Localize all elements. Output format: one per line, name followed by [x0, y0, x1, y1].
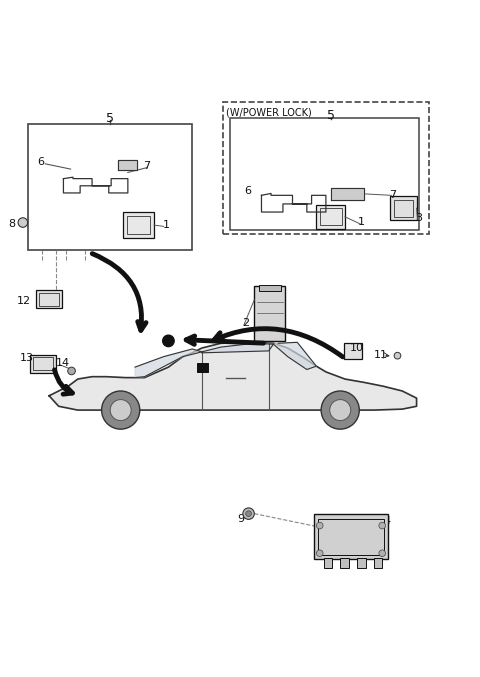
Text: 13: 13 — [20, 353, 34, 363]
FancyBboxPatch shape — [324, 558, 332, 567]
FancyBboxPatch shape — [123, 212, 154, 238]
Circle shape — [68, 367, 75, 375]
Text: 5: 5 — [106, 112, 114, 125]
FancyBboxPatch shape — [259, 285, 281, 291]
Polygon shape — [274, 343, 316, 370]
Text: (W/POWER LOCK): (W/POWER LOCK) — [226, 107, 312, 117]
Circle shape — [102, 391, 140, 429]
Circle shape — [321, 391, 360, 429]
FancyBboxPatch shape — [344, 343, 362, 359]
Polygon shape — [331, 188, 364, 200]
Circle shape — [394, 352, 401, 359]
FancyBboxPatch shape — [373, 558, 382, 567]
Circle shape — [316, 522, 323, 529]
FancyBboxPatch shape — [314, 514, 388, 559]
Circle shape — [246, 510, 252, 517]
Text: 6: 6 — [244, 185, 251, 196]
FancyBboxPatch shape — [357, 558, 365, 567]
Circle shape — [379, 550, 385, 556]
Text: 3: 3 — [416, 213, 422, 223]
Polygon shape — [135, 349, 202, 378]
FancyBboxPatch shape — [197, 364, 207, 372]
Circle shape — [110, 399, 131, 420]
Text: 5: 5 — [327, 109, 335, 122]
FancyBboxPatch shape — [30, 355, 56, 373]
FancyBboxPatch shape — [254, 286, 285, 341]
Text: 7: 7 — [389, 190, 396, 200]
Text: 9: 9 — [238, 514, 244, 524]
FancyBboxPatch shape — [340, 558, 349, 567]
Polygon shape — [118, 160, 137, 169]
Text: 6: 6 — [37, 157, 44, 167]
Circle shape — [18, 218, 28, 227]
Text: 2: 2 — [242, 318, 249, 328]
Circle shape — [330, 399, 351, 420]
Text: 1: 1 — [163, 220, 169, 230]
Circle shape — [163, 335, 174, 347]
Text: 11: 11 — [374, 350, 388, 360]
Polygon shape — [49, 343, 417, 410]
FancyBboxPatch shape — [316, 205, 345, 229]
Text: 7: 7 — [144, 160, 151, 171]
Circle shape — [243, 508, 254, 519]
FancyBboxPatch shape — [36, 290, 62, 309]
Polygon shape — [202, 343, 274, 353]
Circle shape — [316, 550, 323, 556]
Text: 12: 12 — [17, 297, 31, 306]
Text: 14: 14 — [55, 358, 70, 368]
Text: 8: 8 — [8, 219, 15, 229]
Text: 4: 4 — [384, 516, 391, 526]
Circle shape — [379, 522, 385, 529]
Text: 1: 1 — [358, 217, 365, 227]
Text: 10: 10 — [350, 343, 364, 353]
FancyBboxPatch shape — [390, 196, 417, 220]
